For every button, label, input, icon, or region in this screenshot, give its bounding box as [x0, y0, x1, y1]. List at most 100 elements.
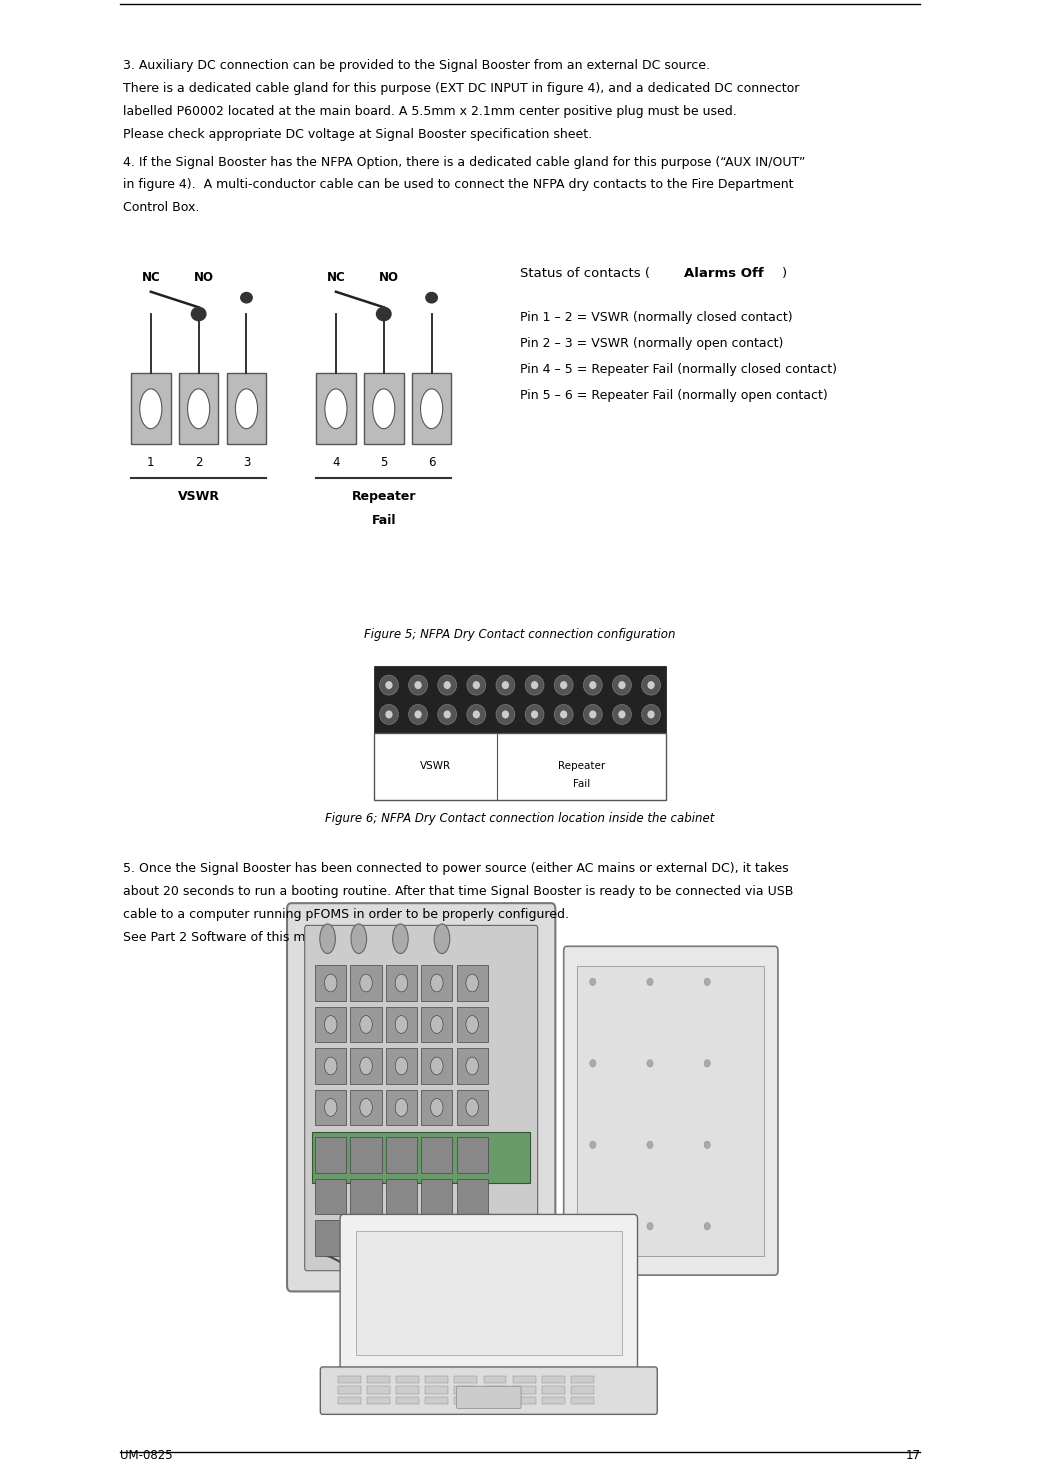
Ellipse shape: [409, 705, 427, 724]
FancyBboxPatch shape: [513, 1376, 536, 1383]
Ellipse shape: [561, 711, 568, 718]
Ellipse shape: [324, 1016, 337, 1034]
Ellipse shape: [385, 681, 393, 689]
FancyBboxPatch shape: [315, 1049, 346, 1084]
Text: Repeater: Repeater: [557, 761, 605, 772]
Ellipse shape: [435, 924, 450, 954]
Ellipse shape: [444, 681, 451, 689]
Ellipse shape: [324, 390, 347, 428]
Ellipse shape: [393, 924, 409, 954]
Text: 5: 5: [380, 456, 388, 469]
FancyBboxPatch shape: [457, 1090, 488, 1126]
Ellipse shape: [583, 675, 602, 695]
Ellipse shape: [380, 705, 398, 724]
Text: 2: 2: [194, 456, 203, 469]
Ellipse shape: [431, 974, 443, 992]
FancyBboxPatch shape: [338, 1397, 361, 1404]
FancyBboxPatch shape: [305, 926, 538, 1271]
FancyBboxPatch shape: [320, 1367, 657, 1414]
Ellipse shape: [466, 1016, 478, 1034]
Ellipse shape: [502, 711, 510, 718]
FancyBboxPatch shape: [386, 1049, 417, 1084]
FancyBboxPatch shape: [315, 1090, 346, 1126]
Ellipse shape: [554, 675, 573, 695]
FancyBboxPatch shape: [350, 1049, 382, 1084]
Ellipse shape: [380, 675, 398, 695]
Ellipse shape: [431, 1016, 443, 1034]
Ellipse shape: [704, 977, 710, 986]
Ellipse shape: [360, 1016, 372, 1034]
FancyBboxPatch shape: [312, 1131, 530, 1183]
FancyBboxPatch shape: [571, 1397, 594, 1404]
Ellipse shape: [496, 675, 515, 695]
FancyBboxPatch shape: [386, 1220, 417, 1256]
FancyBboxPatch shape: [367, 1386, 390, 1394]
Ellipse shape: [502, 681, 510, 689]
FancyBboxPatch shape: [396, 1397, 419, 1404]
Text: Pin 2 – 3 = VSWR (normally open contact): Pin 2 – 3 = VSWR (normally open contact): [520, 336, 783, 350]
Text: Pin 5 – 6 = Repeater Fail (normally open contact): Pin 5 – 6 = Repeater Fail (normally open…: [520, 388, 828, 401]
Ellipse shape: [420, 390, 443, 428]
FancyBboxPatch shape: [577, 966, 764, 1256]
Ellipse shape: [647, 711, 655, 718]
Ellipse shape: [466, 1057, 478, 1075]
FancyBboxPatch shape: [542, 1397, 565, 1404]
FancyBboxPatch shape: [421, 1179, 452, 1214]
FancyBboxPatch shape: [315, 1007, 346, 1043]
Text: in figure 4).  A multi-conductor cable can be used to connect the NFPA dry conta: in figure 4). A multi-conductor cable ca…: [123, 178, 794, 191]
Text: Status of contacts (: Status of contacts (: [520, 267, 650, 280]
FancyBboxPatch shape: [457, 1007, 488, 1043]
Text: Fail: Fail: [573, 779, 590, 789]
Ellipse shape: [590, 1140, 596, 1149]
Text: NC: NC: [327, 271, 345, 284]
FancyBboxPatch shape: [457, 1179, 488, 1214]
Text: ): ): [782, 267, 787, 280]
FancyBboxPatch shape: [421, 1049, 452, 1084]
FancyBboxPatch shape: [484, 1376, 506, 1383]
Text: NC: NC: [141, 271, 160, 284]
Ellipse shape: [472, 711, 480, 718]
FancyBboxPatch shape: [457, 1386, 521, 1408]
Text: Fail: Fail: [371, 514, 396, 527]
Ellipse shape: [531, 711, 539, 718]
FancyBboxPatch shape: [350, 966, 382, 1001]
Ellipse shape: [409, 675, 427, 695]
Text: VSWR: VSWR: [420, 761, 451, 772]
Ellipse shape: [235, 390, 258, 428]
Text: 1: 1: [147, 456, 155, 469]
Ellipse shape: [324, 1099, 337, 1117]
Text: See Part 2 Software of this manual to install pFOMS.: See Part 2 Software of this manual to in…: [123, 930, 449, 943]
Ellipse shape: [360, 1057, 372, 1075]
Ellipse shape: [324, 1057, 337, 1075]
FancyBboxPatch shape: [367, 1397, 390, 1404]
FancyBboxPatch shape: [350, 1090, 382, 1126]
FancyBboxPatch shape: [338, 1386, 361, 1394]
Text: about 20 seconds to run a booting routine. After that time Signal Booster is rea: about 20 seconds to run a booting routin…: [123, 884, 794, 897]
Ellipse shape: [525, 705, 544, 724]
Text: cable to a computer running pFOMS in order to be properly configured.: cable to a computer running pFOMS in ord…: [123, 908, 569, 921]
Ellipse shape: [395, 974, 408, 992]
Ellipse shape: [478, 1260, 541, 1281]
Ellipse shape: [426, 292, 438, 304]
Text: 4: 4: [332, 456, 340, 469]
Ellipse shape: [704, 1140, 710, 1149]
Ellipse shape: [466, 1099, 478, 1117]
Ellipse shape: [642, 675, 660, 695]
Ellipse shape: [704, 1223, 710, 1229]
FancyBboxPatch shape: [425, 1397, 448, 1404]
Text: 3: 3: [242, 456, 251, 469]
Ellipse shape: [531, 681, 539, 689]
FancyBboxPatch shape: [425, 1376, 448, 1383]
FancyBboxPatch shape: [315, 1179, 346, 1214]
Ellipse shape: [647, 1140, 653, 1149]
FancyBboxPatch shape: [564, 946, 778, 1275]
FancyBboxPatch shape: [374, 666, 666, 733]
FancyBboxPatch shape: [338, 1376, 361, 1383]
FancyBboxPatch shape: [396, 1386, 419, 1394]
Ellipse shape: [360, 974, 372, 992]
Ellipse shape: [438, 675, 457, 695]
FancyBboxPatch shape: [340, 1214, 638, 1371]
FancyBboxPatch shape: [179, 373, 218, 444]
FancyBboxPatch shape: [478, 1271, 541, 1352]
FancyBboxPatch shape: [457, 1137, 488, 1173]
